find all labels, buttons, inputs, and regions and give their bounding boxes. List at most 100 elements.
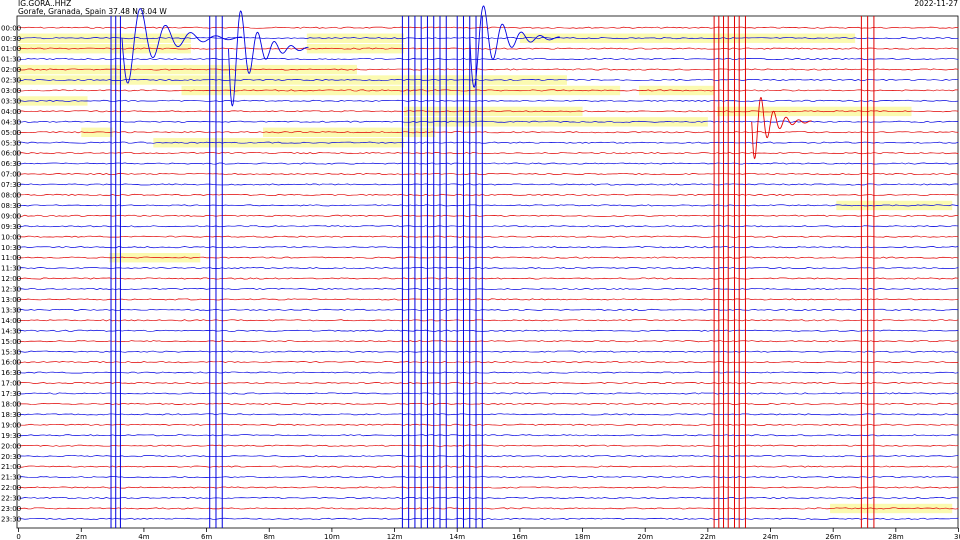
- row-time-label: 08:00: [1, 192, 21, 200]
- x-axis-tick-label: 8m: [264, 533, 275, 540]
- x-axis-tick-label: 16m: [512, 533, 528, 540]
- trace-line: [18, 381, 959, 385]
- plot-frame: [16, 15, 959, 529]
- trace-line: [18, 444, 959, 447]
- trace-line: [18, 402, 959, 405]
- trace-line: [18, 183, 959, 186]
- trace-line: [18, 99, 959, 102]
- row-time-label: 00:30: [1, 35, 21, 43]
- station-label: IG.GORA..HHZ: [18, 0, 72, 8]
- row-time-label: 03:30: [1, 97, 21, 105]
- x-axis-tick-label: 6m: [201, 533, 212, 540]
- row-time-label: 21:00: [1, 463, 21, 471]
- row-time-label: 12:30: [1, 286, 21, 294]
- row-time-label: 16:00: [1, 359, 21, 367]
- row-time-label: 05:30: [1, 139, 21, 147]
- row-time-label: 05:00: [1, 129, 21, 137]
- trace-line: [18, 256, 959, 259]
- x-axis-tick-label: 10m: [324, 533, 340, 540]
- row-time-label: 18:00: [1, 401, 21, 409]
- x-axis-tick-label: 22m: [700, 533, 716, 540]
- trace-line: [18, 413, 959, 416]
- trace-line: [18, 110, 959, 113]
- trace-line: [18, 58, 959, 61]
- data-gap: [18, 96, 88, 106]
- row-time-label: 14:30: [1, 327, 21, 335]
- trace-line: [18, 131, 959, 134]
- trace-line: [18, 152, 959, 155]
- row-time-label: 11:30: [1, 265, 21, 273]
- event-waveform: [469, 5, 560, 88]
- row-time-label: 00:00: [1, 24, 21, 32]
- trace-line: [18, 350, 959, 353]
- row-time-label: 10:00: [1, 233, 21, 241]
- row-time-label: 06:30: [1, 160, 21, 168]
- x-axis-tick-label: 28m: [888, 533, 904, 540]
- date-label: 2022-11-27: [914, 0, 958, 8]
- data-gap: [153, 138, 404, 148]
- x-axis-tick-label: 24m: [763, 533, 779, 540]
- trace-line: [18, 496, 959, 499]
- trace-line: [18, 26, 959, 29]
- row-time-label: 02:00: [1, 66, 21, 74]
- trace-line: [18, 214, 959, 217]
- row-time-label: 04:30: [1, 118, 21, 126]
- row-time-label: 22:00: [1, 484, 21, 492]
- trace-line: [18, 465, 959, 468]
- trace-line: [18, 78, 959, 81]
- row-time-label: 06:00: [1, 150, 21, 158]
- data-gap: [306, 33, 404, 43]
- row-time-label: 23:00: [1, 505, 21, 513]
- trace-line: [18, 423, 959, 426]
- row-time-label: 17:30: [1, 390, 21, 398]
- trace-line: [18, 434, 959, 437]
- row-time-label: 10:30: [1, 244, 21, 252]
- row-time-label: 17:00: [1, 380, 21, 388]
- data-gap: [403, 75, 567, 85]
- row-time-label: 13:30: [1, 306, 21, 314]
- row-time-label: 01:30: [1, 56, 21, 64]
- location-label: Gorafe, Granada, Spain 37.48 N 3.04 W: [18, 7, 167, 16]
- data-gap: [403, 106, 583, 117]
- trace-line: [18, 47, 959, 50]
- row-time-label: 01:00: [1, 45, 21, 53]
- trace-line: [18, 340, 959, 343]
- x-axis-tick-label: 14m: [449, 533, 465, 540]
- row-time-label: 15:30: [1, 348, 21, 356]
- row-time-label: 02:30: [1, 77, 21, 85]
- trace-line: [18, 141, 959, 144]
- trace-line: [18, 235, 959, 238]
- row-time-label: 13:00: [1, 296, 21, 304]
- trace-line: [18, 371, 959, 374]
- row-time-label: 22:30: [1, 495, 21, 503]
- event-waveform: [751, 97, 812, 160]
- row-time-label: 21:30: [1, 474, 21, 482]
- x-axis-tick-label: 0: [16, 533, 20, 540]
- trace-line: [18, 298, 959, 301]
- row-time-label: 23:30: [1, 515, 21, 523]
- row-time-label: 09:30: [1, 223, 21, 231]
- row-time-label: 03:00: [1, 87, 21, 95]
- row-time-label: 04:00: [1, 108, 21, 116]
- trace-line: [18, 319, 959, 322]
- row-time-label: 19:30: [1, 432, 21, 440]
- data-gap: [403, 117, 708, 127]
- trace-line: [18, 287, 959, 290]
- trace-line: [18, 172, 959, 176]
- data-gap: [18, 44, 191, 54]
- trace-line: [18, 89, 959, 92]
- trace-line: [18, 308, 959, 311]
- data-gap: [18, 33, 191, 43]
- trace-line: [18, 476, 959, 479]
- row-time-label: 14:00: [1, 317, 21, 325]
- trace-line: [18, 507, 959, 510]
- row-time-label: 16:30: [1, 369, 21, 377]
- x-axis-tick-label: 2m: [76, 533, 87, 540]
- x-axis-tick-label: 26m: [825, 533, 841, 540]
- row-time-label: 07:30: [1, 181, 21, 189]
- trace-line: [18, 361, 959, 364]
- x-axis-tick-label: 12m: [387, 533, 403, 540]
- row-time-label: 12:00: [1, 275, 21, 283]
- trace-line: [18, 193, 959, 196]
